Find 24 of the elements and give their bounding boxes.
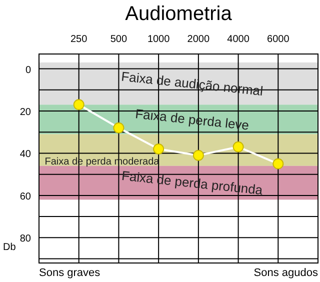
chart-title: Audiometria [125, 3, 233, 25]
text: Sons graves [39, 267, 101, 279]
x-tick-label: 500 [110, 34, 128, 45]
x-tick-label: 6000 [267, 34, 290, 45]
x-tick-label: 250 [70, 34, 88, 45]
y-tick-label: 20 [20, 107, 32, 118]
y-tick-label: 60 [20, 191, 32, 202]
x-tick-label: 2000 [187, 34, 210, 45]
text: Sons agudos [254, 267, 318, 279]
point [232, 141, 244, 152]
x-tick-label: 4000 [227, 34, 250, 45]
band-label: Faixa de perda leve [134, 106, 250, 133]
x-tick-label: 1000 [147, 34, 170, 45]
band-label: Faixa de audição normal [120, 68, 264, 99]
y-tick-label: 80 [20, 234, 32, 245]
y-axis-title: Db [3, 242, 16, 253]
y-tick-label: 40 [20, 149, 32, 160]
point [153, 144, 164, 154]
y-tick-label: 0 [25, 64, 32, 76]
point [272, 158, 284, 170]
band-label: Faixa de perda profunda [120, 168, 264, 198]
point [192, 150, 204, 161]
point [73, 99, 84, 110]
point [113, 122, 124, 134]
